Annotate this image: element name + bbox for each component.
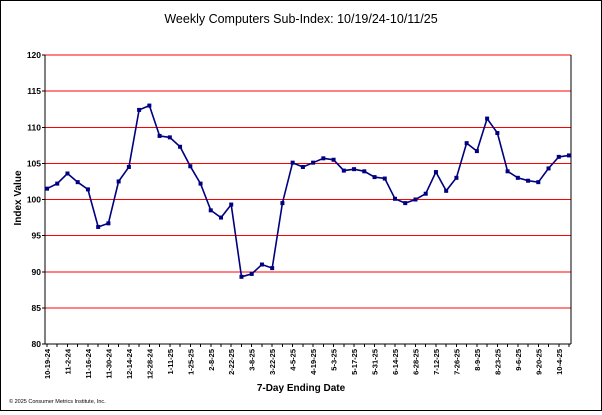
grid-lines bbox=[44, 54, 572, 345]
data-point bbox=[495, 131, 500, 136]
x-tick-label: 9-6-25 bbox=[514, 349, 523, 371]
data-point bbox=[96, 224, 101, 229]
data-point bbox=[331, 157, 336, 162]
x-tick-label: 8-23-25 bbox=[493, 349, 502, 375]
data-point bbox=[229, 202, 234, 207]
y-tick-label: 85 bbox=[32, 303, 42, 313]
x-tick-label: 6-28-25 bbox=[411, 349, 420, 375]
data-point bbox=[270, 266, 275, 271]
x-tick-label: 6-14-25 bbox=[391, 349, 400, 375]
data-point bbox=[208, 208, 213, 213]
y-tick-label: 80 bbox=[32, 339, 42, 349]
data-point bbox=[546, 166, 551, 171]
data-point bbox=[341, 168, 346, 173]
x-tick-label: 4-5-25 bbox=[289, 349, 298, 371]
y-axis-ticks: 80 85 90 95 100 105 110 115 120 bbox=[27, 50, 45, 349]
data-point bbox=[515, 175, 520, 180]
y-axis-label: Index Value bbox=[13, 170, 24, 225]
data-point bbox=[188, 164, 193, 169]
x-tick-label: 2-22-25 bbox=[227, 349, 236, 375]
data-point bbox=[75, 180, 80, 185]
data-point bbox=[372, 175, 377, 180]
data-point bbox=[259, 262, 264, 267]
data-point bbox=[505, 169, 510, 174]
data-point bbox=[413, 197, 418, 202]
data-point bbox=[290, 160, 295, 165]
data-point bbox=[65, 171, 70, 176]
x-tick-label: 5-3-25 bbox=[330, 349, 339, 371]
x-tick-label: 5-31-25 bbox=[371, 349, 380, 375]
data-point bbox=[137, 107, 142, 112]
x-tick-label: 1-25-25 bbox=[186, 349, 195, 375]
data-point bbox=[393, 196, 397, 201]
data-point bbox=[198, 181, 203, 186]
data-point bbox=[85, 187, 90, 192]
y-tick-label: 100 bbox=[27, 195, 41, 205]
data-point bbox=[45, 186, 49, 191]
data-point bbox=[454, 175, 459, 180]
data-point bbox=[300, 164, 305, 169]
series-line bbox=[46, 104, 570, 278]
x-tick-label: 8-9-25 bbox=[473, 349, 482, 371]
data-point bbox=[382, 176, 387, 181]
data-point bbox=[321, 156, 326, 161]
x-tick-label: 12-28-24 bbox=[145, 348, 154, 379]
x-tick-label: 2-8-25 bbox=[207, 349, 216, 371]
data-point bbox=[536, 180, 541, 185]
x-tick-label: 3-22-25 bbox=[268, 349, 277, 375]
y-tick-label: 115 bbox=[27, 86, 41, 96]
data-point bbox=[239, 274, 244, 279]
x-axis-ticks: 10-19-24 11-2-24 11-16-24 11-30-24 12-14-24 1… bbox=[43, 344, 570, 379]
data-point bbox=[249, 271, 254, 276]
x-tick-label: 11-2-24 bbox=[63, 348, 72, 374]
x-tick-label: 5-17-25 bbox=[350, 349, 359, 375]
data-point bbox=[280, 201, 285, 206]
data-point bbox=[556, 154, 561, 159]
data-point bbox=[311, 160, 316, 165]
x-tick-label: 1-11-25 bbox=[166, 349, 175, 374]
x-tick-label: 12-14-24 bbox=[125, 348, 134, 379]
x-tick-label: 11-30-24 bbox=[104, 348, 113, 378]
x-tick-label: 7-26-25 bbox=[452, 349, 461, 375]
x-tick-label: 3-8-25 bbox=[248, 349, 257, 371]
x-tick-label: 7-12-25 bbox=[432, 349, 441, 375]
data-point bbox=[126, 164, 131, 169]
copyright-note: © 2025 Consumer Metrics Institute, Inc. bbox=[9, 398, 106, 405]
x-tick-label: 10-4-25 bbox=[555, 349, 564, 375]
data-point bbox=[423, 191, 428, 196]
x-axis-label: 7-Day Ending Date bbox=[257, 383, 346, 394]
y-tick-label: 120 bbox=[27, 50, 41, 60]
series-group bbox=[45, 103, 571, 279]
data-point bbox=[352, 167, 357, 172]
x-tick-label: 11-16-24 bbox=[84, 348, 93, 378]
x-tick-label: 4-19-25 bbox=[309, 349, 318, 375]
data-point bbox=[362, 169, 367, 174]
data-point bbox=[219, 215, 223, 220]
data-point bbox=[403, 201, 408, 206]
data-point bbox=[474, 149, 479, 154]
data-point bbox=[464, 141, 469, 146]
data-point bbox=[147, 103, 152, 108]
y-tick-label: 90 bbox=[32, 267, 42, 277]
data-point bbox=[178, 144, 183, 149]
data-point bbox=[157, 133, 162, 138]
x-tick-label: 9-20-25 bbox=[534, 349, 543, 375]
data-point bbox=[167, 135, 172, 140]
data-point bbox=[444, 188, 449, 193]
data-point bbox=[116, 179, 121, 184]
data-point bbox=[106, 221, 111, 226]
data-point bbox=[567, 153, 571, 158]
y-tick-label: 105 bbox=[27, 158, 41, 168]
y-tick-label: 95 bbox=[32, 231, 42, 241]
chart-title: Weekly Computers Sub-Index: 10/19/24-10/… bbox=[164, 12, 437, 26]
data-point bbox=[433, 170, 438, 175]
data-point bbox=[526, 178, 531, 183]
y-tick-label: 110 bbox=[27, 122, 41, 132]
x-tick-label: 10-19-24 bbox=[43, 348, 52, 379]
data-point bbox=[485, 116, 490, 121]
data-point bbox=[55, 181, 60, 186]
